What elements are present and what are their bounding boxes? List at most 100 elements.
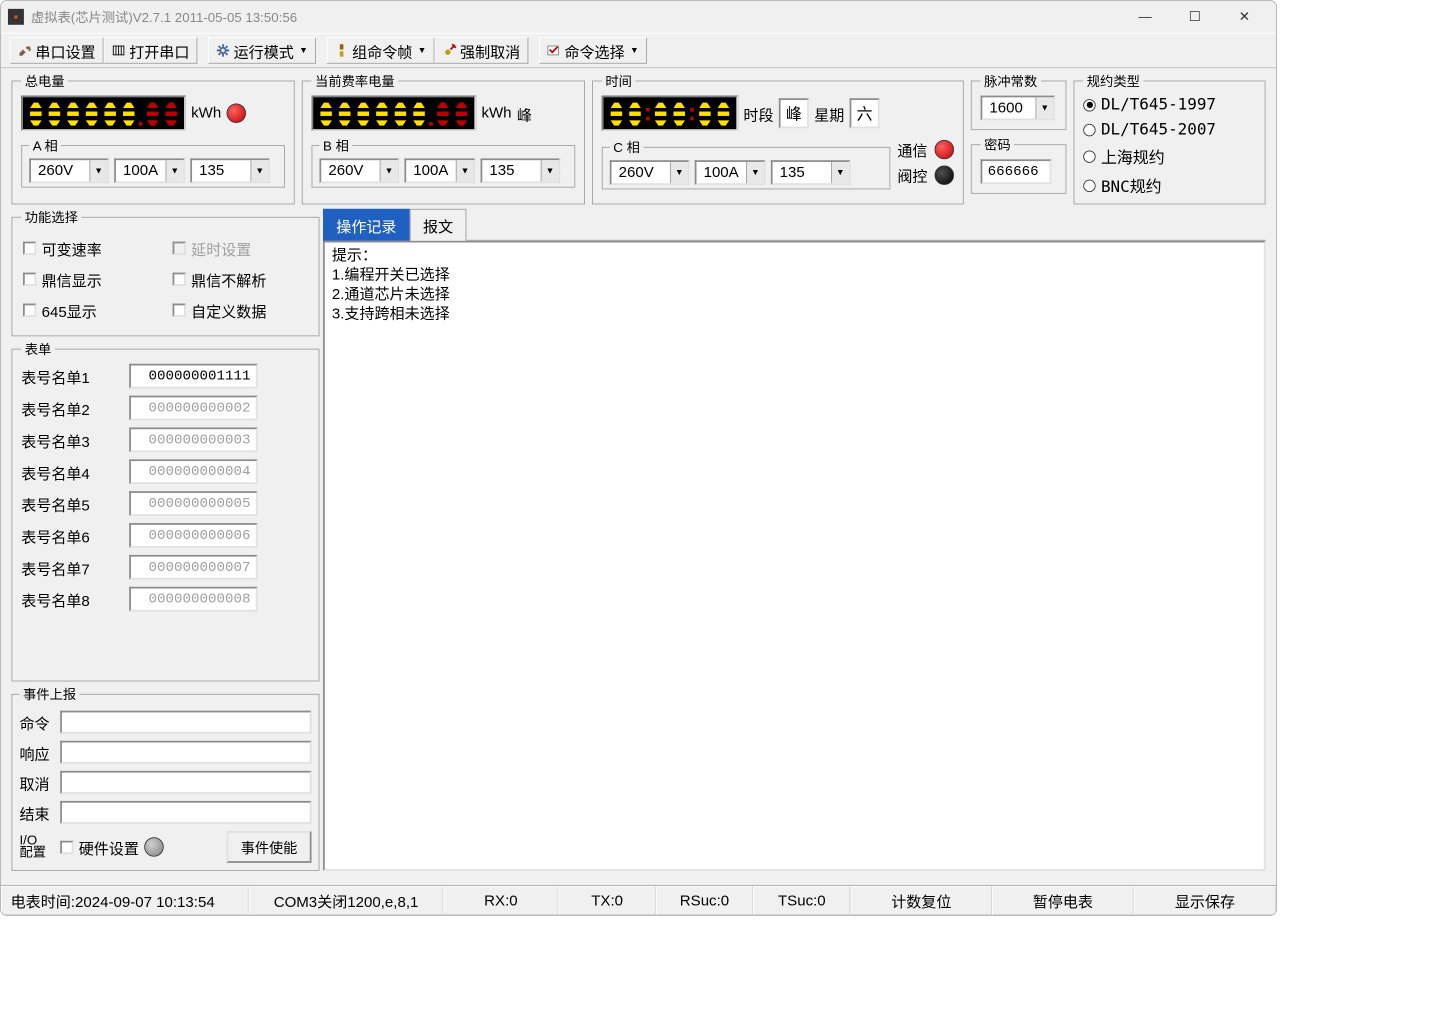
status-clock: 电表时间:2024-09-07 10:13:54: [1, 886, 249, 915]
protocol-radio-1[interactable]: DL/T645-2007: [1083, 120, 1256, 139]
radio-icon: [1083, 150, 1095, 162]
count-reset-button[interactable]: 计数复位: [850, 886, 992, 915]
time-panel: 时间 时段 峰 星期 六 C 相: [592, 72, 964, 205]
form-row: 表号名单5: [21, 491, 310, 516]
event-cmd-input[interactable]: [60, 711, 311, 734]
event-resp-input[interactable]: [60, 741, 311, 764]
app-window: 虚拟表(芯片测试)V2.7.1 2011-05-05 13:50:56 — ☐ …: [0, 0, 1277, 916]
toolbar: 串口设置 打开串口 运行模式 ▼ 组命令帧 ▼ 强制取消 命令选择 ▼: [1, 33, 1276, 68]
content-area: 总电量 kWh A 相 260V▼ 100A▼: [1, 68, 1276, 885]
pause-button[interactable]: 暂停电表: [992, 886, 1134, 915]
phase-c-current[interactable]: 100A▼: [695, 160, 766, 185]
log-textarea[interactable]: 提示： 1.编程开关已选择 2.通道芯片未选择 3.支持跨相未选择: [323, 241, 1266, 871]
chk-645[interactable]: 645显示: [23, 299, 158, 321]
gear-icon: [216, 43, 230, 57]
title-bar: 虚拟表(芯片测试)V2.7.1 2011-05-05 13:50:56 — ☐ …: [1, 1, 1276, 33]
chk-delay: 延时设置: [173, 237, 308, 259]
run-mode-button[interactable]: 运行模式 ▼: [208, 37, 316, 64]
serial-settings-button[interactable]: 串口设置: [10, 37, 104, 64]
password-panel: 密码: [971, 135, 1067, 193]
password-input[interactable]: [981, 159, 1052, 184]
energy-led: [227, 104, 246, 123]
protocol-panel: 规约类型 DL/T645-1997DL/T645-2007上海规约BNC规约: [1074, 72, 1266, 205]
chk-custom[interactable]: 自定义数据: [173, 299, 308, 321]
period-value: 峰: [779, 98, 809, 128]
minimize-button[interactable]: —: [1131, 8, 1159, 26]
rate-energy-panel: 当前费率电量 kWh 峰 B 相 260V▼ 100A▼: [302, 72, 585, 205]
dropdown-caret-icon: ▼: [299, 46, 308, 56]
frame-icon: [334, 43, 348, 57]
valve-led: [935, 165, 954, 184]
protocol-radio-2[interactable]: 上海规约: [1083, 145, 1256, 168]
radio-icon: [1083, 99, 1095, 111]
chk-dingxin[interactable]: 鼎信显示: [23, 268, 158, 290]
form-input-7: [129, 555, 257, 580]
protocol-radio-0[interactable]: DL/T645-1997: [1083, 96, 1256, 115]
rate-energy-lcd: [312, 96, 477, 131]
status-rx: RX:0: [443, 886, 558, 915]
form-row: 表号名单7: [21, 555, 310, 580]
form-row: 表号名单1: [21, 364, 310, 389]
dropdown-caret-icon: ▼: [418, 46, 427, 56]
form-input-8: [129, 587, 257, 612]
save-button[interactable]: 显示保存: [1134, 886, 1276, 915]
phase-c-voltage[interactable]: 260V▼: [610, 160, 690, 185]
form-input-3: [129, 427, 257, 452]
phase-a-voltage[interactable]: 260V▼: [29, 158, 109, 183]
tab-log[interactable]: 操作记录: [323, 209, 410, 241]
radio-icon: [1083, 123, 1095, 135]
hw-led: [144, 837, 163, 856]
pulse-combo[interactable]: 1600▼: [981, 96, 1055, 121]
phase-c-panel: C 相 260V▼ 100A▼ 135▼: [602, 138, 891, 189]
form-row: 表号名单8: [21, 587, 310, 612]
form-input-1[interactable]: [129, 364, 257, 389]
wrench-icon: [18, 43, 32, 57]
event-cancel-input[interactable]: [60, 771, 311, 794]
open-serial-button[interactable]: 打开串口: [104, 37, 198, 64]
check-icon: [547, 43, 561, 57]
phase-a-panel: A 相 260V▼ 100A▼ 135▼: [21, 136, 285, 187]
phase-a-power[interactable]: 135▼: [190, 158, 270, 183]
event-panel: 事件上报 命令 响应 取消 结束 I/O 配置 硬件设置 事件使能: [12, 685, 320, 871]
log-panel: 操作记录 报文 提示： 1.编程开关已选择 2.通道芯片未选择 3.支持跨相未选…: [323, 208, 1266, 871]
cmd-select-button[interactable]: 命令选择 ▼: [539, 37, 647, 64]
status-rsuc: RSuc:0: [656, 886, 753, 915]
phase-b-current[interactable]: 100A▼: [404, 158, 475, 183]
chk-varrate[interactable]: 可变速率: [23, 237, 158, 259]
event-end-input[interactable]: [60, 801, 311, 824]
phase-c-power[interactable]: 135▼: [771, 160, 851, 185]
comm-led: [935, 139, 954, 158]
event-enable-button[interactable]: 事件使能: [227, 831, 312, 863]
form-input-5: [129, 491, 257, 516]
status-bar: 电表时间:2024-09-07 10:13:54 COM3关闭1200,e,8,…: [1, 885, 1276, 915]
window-title: 虚拟表(芯片测试)V2.7.1 2011-05-05 13:50:56: [31, 8, 1131, 27]
status-tx: TX:0: [558, 886, 655, 915]
form-row: 表号名单2: [21, 396, 310, 421]
app-icon: [8, 9, 24, 25]
time-lcd: [602, 96, 738, 131]
tab-msg[interactable]: 报文: [410, 209, 467, 241]
chk-dingxin-np[interactable]: 鼎信不解析: [173, 268, 308, 290]
close-button[interactable]: ✕: [1230, 8, 1258, 26]
status-com: COM3关闭1200,e,8,1: [249, 886, 444, 915]
form-panel: 表单 表号名单1表号名单2表号名单3表号名单4表号名单5表号名单6表号名单7表号…: [12, 340, 320, 682]
maximize-button[interactable]: ☐: [1181, 8, 1209, 26]
phase-b-voltage[interactable]: 260V▼: [319, 158, 399, 183]
pulse-panel: 脉冲常数 1600▼: [971, 72, 1067, 130]
port-icon: [112, 43, 126, 57]
form-input-2: [129, 396, 257, 421]
group-cmd-button[interactable]: 组命令帧 ▼: [326, 37, 434, 64]
radio-icon: [1083, 180, 1095, 192]
form-input-4: [129, 459, 257, 484]
phase-b-panel: B 相 260V▼ 100A▼ 135▼: [312, 136, 576, 187]
total-energy-lcd: [21, 96, 186, 131]
chk-hw[interactable]: 硬件设置: [60, 836, 139, 858]
force-cancel-button[interactable]: 强制取消: [434, 37, 528, 64]
phase-a-current[interactable]: 100A▼: [114, 158, 185, 183]
status-tsuc: TSuc:0: [753, 886, 850, 915]
protocol-radio-3[interactable]: BNC规约: [1083, 174, 1256, 197]
function-select-panel: 功能选择 可变速率 延时设置 鼎信显示 鼎信不解析 645显示 自定义数据: [12, 208, 320, 336]
week-value: 六: [850, 98, 880, 128]
total-energy-panel: 总电量 kWh A 相 260V▼ 100A▼: [12, 72, 295, 205]
phase-b-power[interactable]: 135▼: [481, 158, 561, 183]
